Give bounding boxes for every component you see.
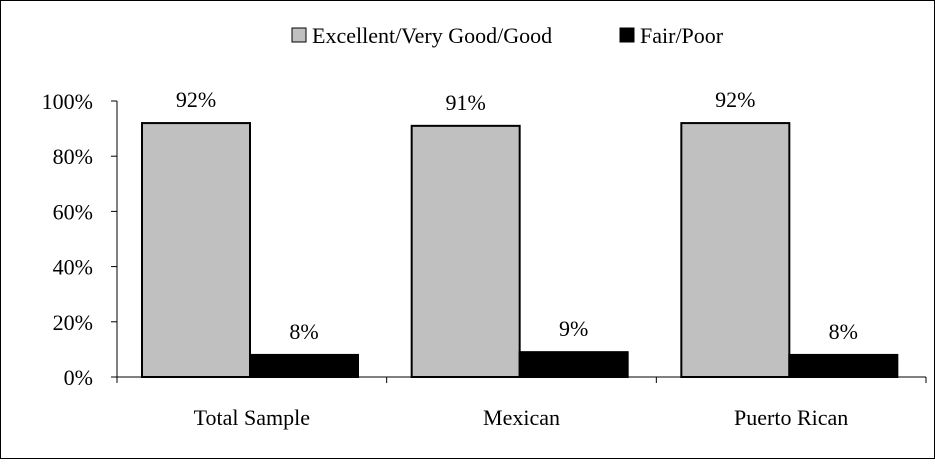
data-label: 8% [829, 319, 858, 344]
category-label: Puerto Rican [734, 405, 848, 430]
y-ticks: 0% 20% 40% 60% 80% 100% [42, 89, 117, 390]
legend-label-fair-poor: Fair/Poor [640, 23, 724, 48]
data-labels: 92% 8% 91% 9% 92% 8% [176, 87, 858, 344]
data-label: 92% [176, 87, 216, 112]
bar-fair-poor-1 [518, 351, 629, 379]
data-label: 9% [559, 316, 588, 341]
legend: Excellent/Very Good/Good Fair/Poor [291, 23, 724, 48]
data-label: 92% [715, 87, 755, 112]
legend-label-excellent: Excellent/Very Good/Good [312, 23, 552, 48]
legend-swatch-excellent [291, 27, 307, 43]
legend-swatch-fair-poor [619, 27, 635, 43]
category-labels: Total Sample Mexican Puerto Rican [194, 405, 849, 430]
data-label: 8% [289, 319, 318, 344]
bar-excellent-0 [141, 122, 251, 378]
bars [141, 122, 899, 379]
bar-fair-poor-2 [788, 353, 899, 379]
y-tick-label: 20% [53, 310, 93, 335]
bar-excellent-1 [410, 124, 521, 378]
y-tick-label: 0% [64, 365, 93, 390]
y-tick-label: 40% [53, 255, 93, 280]
bar-excellent-2 [680, 122, 791, 378]
data-label: 91% [446, 90, 486, 115]
category-label: Mexican [483, 405, 560, 430]
y-tick-label: 100% [42, 89, 93, 114]
y-tick-label: 60% [53, 199, 93, 224]
category-label: Total Sample [194, 405, 310, 430]
y-tick-label: 80% [53, 144, 93, 169]
bar-fair-poor-0 [249, 353, 359, 379]
x-ticks [116, 377, 927, 383]
